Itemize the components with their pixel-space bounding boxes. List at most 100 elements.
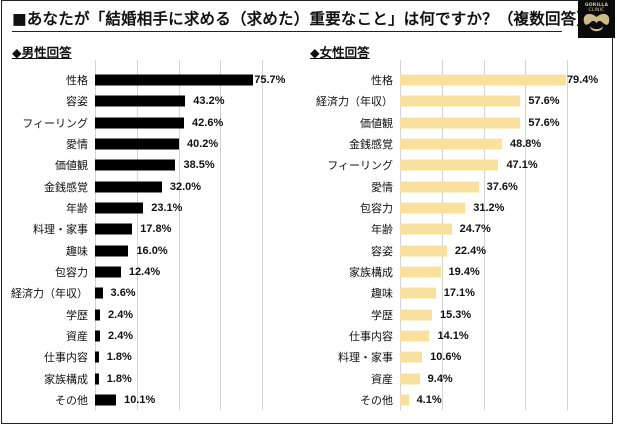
bar-female (400, 309, 432, 321)
value-label: 48.8% (509, 137, 542, 150)
bar-female (400, 245, 447, 257)
value-label: 4.1% (416, 393, 442, 406)
value-label: 10.1% (124, 393, 156, 406)
bar-female (400, 181, 479, 193)
bar-male (95, 394, 117, 406)
category-label: フィーリング (327, 159, 393, 173)
value-label: 2.4% (108, 329, 134, 342)
bar-female (400, 351, 423, 363)
bar-female (400, 287, 436, 299)
category-label: 経済力（年収） (11, 287, 88, 301)
bar-male (95, 202, 144, 214)
bar-male (95, 181, 162, 193)
bar-female (400, 373, 420, 385)
value-label: 57.6% (528, 116, 560, 129)
category-label: 包容力 (55, 265, 88, 279)
category-label: 容姿 (371, 244, 393, 258)
bar-female (400, 266, 441, 278)
logo-text-line2: CLINIC (588, 8, 605, 13)
value-label: 79.4% (566, 74, 599, 86)
category-label: 包容力 (360, 201, 393, 215)
gorilla-logo-icon: GORILLA CLINIC (578, 0, 615, 38)
value-label: 15.3% (439, 308, 472, 321)
category-label: 年齢 (371, 223, 393, 237)
category-label: 資産 (66, 329, 88, 343)
value-label: 9.4% (427, 372, 453, 385)
bar-male (95, 373, 99, 385)
category-label: 趣味 (66, 244, 88, 258)
value-label: 17.8% (140, 223, 172, 236)
female-section-heading: ◆女性回答 (310, 45, 370, 60)
category-label: 性格 (371, 74, 393, 87)
category-label: 価値観 (55, 159, 88, 173)
category-label: 年齢 (66, 201, 88, 215)
gridline-male-20 (136, 60, 138, 410)
value-label: 22.4% (454, 244, 487, 257)
bar-male (95, 351, 99, 363)
bar-female (400, 95, 521, 107)
male-bar-chart: 性格 75.7% 容姿 43.2% フィーリング 42.6% 愛情 40.2% 価値観 38.5%… (0, 60, 305, 420)
category-label: 仕事内容 (349, 329, 393, 343)
gorilla-face-icon (583, 13, 610, 32)
bar-male (95, 95, 186, 107)
value-label: 1.8% (106, 351, 132, 364)
title-underline (12, 31, 562, 32)
gridline-male-0 (95, 60, 96, 410)
gridline-female-40 (483, 60, 485, 410)
gridline-male-80 (262, 60, 264, 410)
bar-male (95, 266, 121, 278)
value-label: 43.2% (193, 95, 225, 108)
bar-male (95, 330, 101, 342)
bar-male (95, 117, 185, 129)
frame-top-border (1, 0, 578, 1)
bar-female (400, 394, 409, 406)
logo-text: GORILLA CLINIC (581, 3, 612, 13)
bar-female (400, 117, 521, 129)
bar-female (400, 223, 452, 235)
bar-female (400, 138, 502, 150)
bar-male (95, 74, 254, 86)
category-label: 価値観 (360, 116, 393, 130)
bar-male (95, 309, 101, 321)
category-label: 愛情 (66, 137, 88, 151)
category-label: 仕事内容 (44, 351, 88, 365)
value-label: 40.2% (187, 137, 219, 150)
value-label: 31.2% (473, 201, 505, 214)
value-label: 19.4% (448, 265, 480, 278)
value-label: 24.7% (459, 223, 491, 236)
value-label: 3.6% (110, 287, 136, 300)
chart-title: ■あなたが「結婚相手に求める（求めた）重要なこと」は何ですか？（複数回答） (12, 10, 593, 28)
value-label: 10.6% (430, 351, 462, 364)
bar-female (400, 330, 430, 342)
value-label: 37.6% (486, 180, 518, 193)
bar-male (95, 223, 133, 235)
category-label: フィーリング (22, 116, 88, 130)
category-label: 金銭感覚 (349, 137, 393, 151)
category-label: 容姿 (66, 95, 88, 109)
value-label: 2.4% (108, 308, 134, 321)
bar-male (95, 245, 129, 257)
category-label: 家族構成 (349, 265, 393, 279)
category-label: 趣味 (371, 287, 393, 301)
category-label: 学歴 (66, 308, 88, 322)
category-label: 学歴 (371, 308, 393, 322)
male-section-heading: ◆男性回答 (12, 45, 72, 60)
logo-text-line1: GORILLA (584, 3, 609, 8)
gridline-male-60 (220, 60, 222, 410)
gridline-female-0 (400, 60, 401, 410)
gridline-female-80 (567, 60, 569, 410)
value-label: 23.1% (151, 201, 183, 214)
value-label: 47.1% (506, 159, 538, 172)
value-label: 17.1% (443, 287, 475, 300)
value-label: 42.6% (192, 116, 224, 129)
category-label: 資産 (371, 372, 393, 386)
value-label: 32.0% (169, 180, 202, 193)
value-label: 57.6% (528, 95, 560, 108)
gridline-male-40 (178, 60, 180, 410)
category-label: 経済力（年収） (316, 95, 393, 109)
category-label: その他 (55, 393, 88, 407)
bar-female (400, 202, 466, 214)
category-label: 料理・家事 (33, 223, 88, 237)
value-label: 16.0% (136, 244, 168, 257)
